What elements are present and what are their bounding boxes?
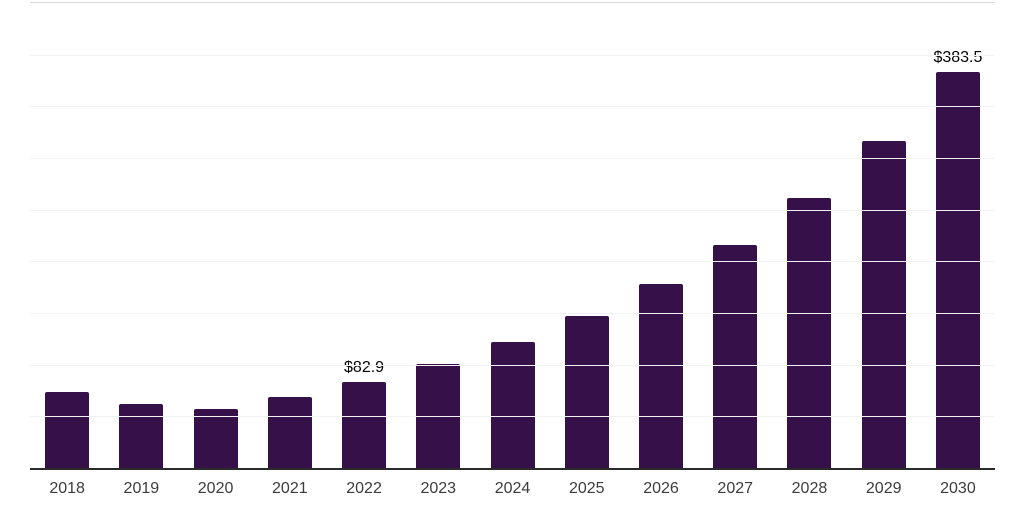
- x-tick-label-2018: 2018: [49, 480, 85, 497]
- bar-2018[interactable]: [45, 392, 90, 468]
- gridline: [30, 158, 995, 159]
- bar-2029[interactable]: [861, 141, 906, 468]
- x-tick-label-2027: 2027: [717, 480, 754, 497]
- bars-layer: $82.9 $383.5: [30, 3, 995, 468]
- bar-slot-2022: $82.9: [327, 3, 401, 468]
- bar-slot-2028: [772, 3, 846, 468]
- x-tick-label-2019: 2019: [123, 480, 160, 497]
- bar-2028[interactable]: [787, 198, 832, 468]
- bar-2030[interactable]: [935, 72, 980, 468]
- gridline: [30, 209, 995, 211]
- bar-slot-2023: [401, 3, 475, 468]
- x-tick-label-2025: 2025: [568, 480, 605, 497]
- x-tick-label-2022: 2022: [346, 480, 382, 497]
- bar-slot-2027: [698, 3, 772, 468]
- x-axis: 2018 2019 2020 2021 2022 2023 2024 2025 2026 2027…: [30, 478, 995, 500]
- bar-slot-2030: $383.5: [921, 3, 995, 468]
- gridline: [30, 364, 995, 366]
- bar-2022[interactable]: [342, 382, 387, 468]
- gridline: [30, 416, 995, 418]
- bar-2019[interactable]: [119, 404, 164, 468]
- bar-slot-2026: [624, 3, 698, 468]
- plot-area: $82.9 $383.5: [30, 2, 995, 470]
- bar-2021[interactable]: [267, 397, 312, 468]
- x-tick-label-2028: 2028: [791, 480, 828, 497]
- bar-slot-2025: [550, 3, 624, 468]
- x-tick-label-2026: 2026: [643, 480, 679, 497]
- bar-2020[interactable]: [193, 409, 238, 468]
- bar-2025[interactable]: [564, 316, 609, 468]
- gridline: [30, 313, 995, 314]
- x-tick-label-2020: 2020: [197, 480, 234, 497]
- bar-2026[interactable]: [638, 284, 683, 468]
- x-tick-label-2030: 2030: [940, 480, 976, 497]
- x-tick-label-2024: 2024: [494, 480, 531, 497]
- bar-slot-2019: [104, 3, 178, 468]
- x-tick-label-2029: 2029: [865, 480, 902, 497]
- data-label-2030: $383.5: [933, 49, 983, 66]
- bar-2027[interactable]: [713, 245, 758, 468]
- bar-slot-2020: [178, 3, 252, 468]
- x-tick-label-2021: 2021: [272, 480, 308, 497]
- bar-2024[interactable]: [490, 342, 535, 468]
- gridline: [30, 106, 995, 108]
- data-label-2022: $82.9: [344, 359, 385, 376]
- bar-slot-2029: [847, 3, 921, 468]
- bar-slot-2021: [253, 3, 327, 468]
- bar-slot-2024: [475, 3, 549, 468]
- gridline: [30, 54, 995, 56]
- bar-slot-2018: [30, 3, 104, 468]
- bar-2023[interactable]: [416, 364, 461, 468]
- gridline: [30, 261, 995, 263]
- x-tick-label-2023: 2023: [420, 480, 457, 497]
